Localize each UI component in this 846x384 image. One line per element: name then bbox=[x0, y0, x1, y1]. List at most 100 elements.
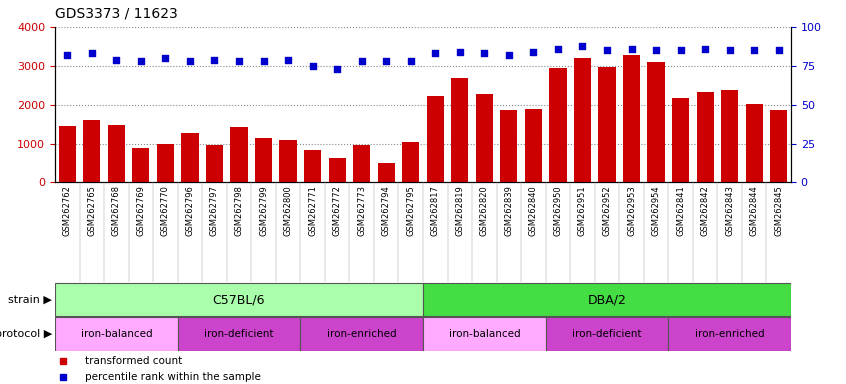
Text: GSM262798: GSM262798 bbox=[234, 185, 244, 236]
Point bbox=[575, 43, 589, 49]
Bar bbox=[300, 318, 423, 351]
Text: GSM262795: GSM262795 bbox=[406, 185, 415, 236]
Bar bbox=[475, 94, 493, 182]
Point bbox=[109, 56, 124, 63]
Bar bbox=[83, 120, 101, 182]
Bar bbox=[157, 144, 174, 182]
Point bbox=[698, 46, 711, 52]
Bar bbox=[353, 145, 371, 182]
Bar bbox=[423, 283, 791, 316]
Point bbox=[256, 58, 270, 64]
Text: iron-balanced: iron-balanced bbox=[80, 329, 152, 339]
Point bbox=[281, 56, 294, 63]
Text: percentile rank within the sample: percentile rank within the sample bbox=[85, 372, 261, 382]
Text: GSM262839: GSM262839 bbox=[504, 185, 514, 236]
Text: DBA/2: DBA/2 bbox=[588, 293, 626, 306]
Bar bbox=[132, 148, 150, 182]
Text: GSM262765: GSM262765 bbox=[87, 185, 96, 236]
Text: GSM262952: GSM262952 bbox=[602, 185, 612, 236]
Point bbox=[232, 58, 245, 64]
Point bbox=[624, 46, 638, 52]
Text: GSM262768: GSM262768 bbox=[112, 185, 121, 237]
Bar bbox=[623, 55, 640, 182]
Text: iron-deficient: iron-deficient bbox=[572, 329, 642, 339]
Bar bbox=[574, 58, 591, 182]
Point bbox=[85, 50, 98, 56]
Text: GSM262799: GSM262799 bbox=[259, 185, 268, 236]
Bar bbox=[546, 318, 668, 351]
Bar bbox=[230, 127, 248, 182]
Point bbox=[673, 47, 687, 53]
Bar bbox=[647, 62, 665, 182]
Text: GSM262770: GSM262770 bbox=[161, 185, 170, 236]
Bar bbox=[107, 125, 125, 182]
Point bbox=[60, 52, 74, 58]
Bar bbox=[402, 142, 420, 182]
Text: GSM262797: GSM262797 bbox=[210, 185, 219, 236]
Text: GSM262841: GSM262841 bbox=[676, 185, 685, 236]
Bar bbox=[178, 318, 300, 351]
Point bbox=[379, 58, 393, 64]
Text: iron-balanced: iron-balanced bbox=[448, 329, 520, 339]
Point bbox=[502, 52, 515, 58]
Text: GSM262800: GSM262800 bbox=[283, 185, 293, 236]
Text: GSM262796: GSM262796 bbox=[185, 185, 195, 236]
Text: GSM262820: GSM262820 bbox=[480, 185, 489, 236]
Bar bbox=[328, 158, 346, 182]
Point bbox=[600, 47, 613, 53]
Text: GSM262762: GSM262762 bbox=[63, 185, 72, 236]
Bar bbox=[58, 126, 76, 182]
Point bbox=[453, 49, 466, 55]
Text: GSM262769: GSM262769 bbox=[136, 185, 146, 236]
Text: GSM262953: GSM262953 bbox=[627, 185, 636, 236]
Bar bbox=[525, 109, 542, 182]
Bar bbox=[745, 104, 763, 182]
Point bbox=[772, 47, 785, 53]
Bar bbox=[721, 90, 739, 182]
Bar bbox=[451, 78, 469, 182]
Text: GSM262794: GSM262794 bbox=[382, 185, 391, 236]
Bar bbox=[549, 68, 567, 182]
Point bbox=[354, 58, 368, 64]
Point bbox=[526, 49, 540, 55]
Point bbox=[722, 47, 736, 53]
Bar bbox=[770, 110, 788, 182]
Bar bbox=[377, 163, 395, 182]
Text: GSM262954: GSM262954 bbox=[651, 185, 661, 236]
Bar bbox=[55, 283, 423, 316]
Bar bbox=[279, 141, 297, 182]
Text: GSM262842: GSM262842 bbox=[700, 185, 710, 236]
Text: GSM262773: GSM262773 bbox=[357, 185, 366, 237]
Text: GSM262771: GSM262771 bbox=[308, 185, 317, 236]
Point bbox=[650, 47, 663, 53]
Bar bbox=[500, 110, 518, 182]
Text: GSM262819: GSM262819 bbox=[455, 185, 464, 236]
Point bbox=[477, 50, 491, 56]
Bar bbox=[696, 92, 714, 182]
Bar bbox=[668, 318, 791, 351]
Point bbox=[747, 47, 761, 53]
Text: transformed count: transformed count bbox=[85, 356, 182, 366]
Text: GSM262845: GSM262845 bbox=[774, 185, 783, 236]
Bar bbox=[598, 66, 616, 182]
Bar bbox=[672, 98, 689, 182]
Text: GSM262950: GSM262950 bbox=[553, 185, 563, 236]
Point bbox=[305, 63, 319, 69]
Text: GSM262817: GSM262817 bbox=[431, 185, 440, 236]
Point bbox=[207, 56, 221, 63]
Text: iron-enriched: iron-enriched bbox=[327, 329, 397, 339]
Bar bbox=[181, 132, 199, 182]
Point bbox=[404, 58, 417, 64]
Text: GSM262844: GSM262844 bbox=[750, 185, 759, 236]
Bar bbox=[206, 145, 223, 182]
Bar bbox=[423, 318, 546, 351]
Text: C57BL/6: C57BL/6 bbox=[212, 293, 266, 306]
Text: strain ▶: strain ▶ bbox=[8, 295, 52, 305]
Point bbox=[551, 46, 564, 52]
Text: GSM262843: GSM262843 bbox=[725, 185, 734, 236]
Bar bbox=[55, 318, 178, 351]
Text: GDS3373 / 11623: GDS3373 / 11623 bbox=[55, 7, 178, 20]
Point bbox=[330, 66, 343, 72]
Bar bbox=[304, 150, 321, 182]
Point bbox=[183, 58, 196, 64]
